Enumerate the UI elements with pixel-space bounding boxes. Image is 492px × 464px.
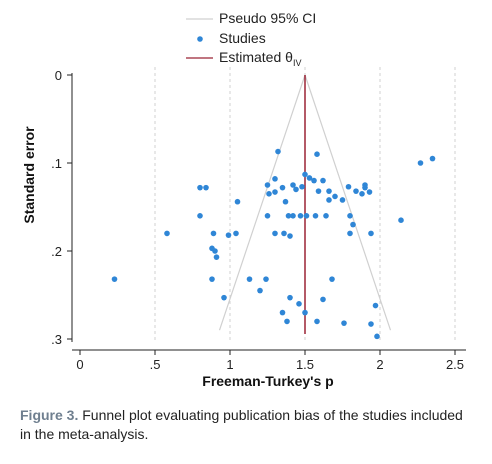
study-point — [368, 321, 374, 327]
study-point — [164, 230, 170, 237]
study-point — [287, 294, 293, 301]
study-point — [326, 188, 332, 194]
funnel-plot: 0 .1 .2 .3 0 .5 1 1.5 2 2.5 Pseudo 95% CI Studies… — [21, 10, 466, 389]
study-point — [197, 213, 203, 219]
study-point — [320, 296, 326, 303]
figure-caption: Figure 3. Funnel plot evaluating publica… — [20, 406, 476, 444]
study-point — [350, 221, 356, 228]
study-point — [279, 309, 286, 316]
study-point — [290, 182, 296, 188]
study-point — [429, 155, 436, 162]
study-point — [347, 213, 353, 219]
ci-left-line — [218, 74, 306, 331]
x-tick-label: 2.5 — [446, 357, 464, 372]
study-point — [264, 213, 271, 219]
study-point — [275, 148, 281, 155]
study-point — [297, 213, 304, 219]
study-point — [203, 184, 209, 191]
study-point — [366, 189, 373, 195]
study-point — [225, 232, 232, 238]
study-point — [282, 198, 289, 205]
study-point — [362, 182, 368, 188]
y-tick-label: 0 — [55, 68, 62, 83]
y-tick-label: .3 — [51, 332, 62, 347]
study-point — [272, 176, 278, 182]
legend-studies-swatch — [197, 36, 203, 42]
study-point — [359, 191, 365, 197]
study-point — [417, 160, 424, 166]
study-point — [306, 175, 313, 181]
legend: Pseudo 95% CI Studies Estimated θIV — [186, 10, 316, 68]
study-point — [213, 254, 220, 260]
study-point — [281, 230, 287, 237]
study-point — [197, 184, 203, 191]
study-point — [372, 302, 379, 309]
study-point — [293, 186, 299, 193]
study-point — [272, 189, 278, 195]
study-point — [341, 320, 347, 326]
study-points — [111, 148, 436, 340]
study-point — [296, 301, 302, 307]
x-tick-label: 1.5 — [296, 357, 314, 372]
y-axis-title: Standard error — [21, 126, 37, 224]
x-tick-label: 2 — [376, 357, 383, 372]
x-tick-label: 1 — [226, 357, 233, 372]
study-point — [234, 198, 241, 205]
figure-caption-label: Figure 3. — [20, 407, 79, 423]
study-point — [257, 287, 263, 294]
legend-estimate-subscript: IV — [293, 58, 302, 68]
study-point — [368, 230, 374, 237]
study-point — [264, 182, 271, 188]
study-point — [212, 248, 218, 254]
study-point — [374, 333, 380, 340]
y-tick-label: .2 — [51, 244, 62, 259]
figure-caption-text: Funnel plot evaluating publication bias … — [20, 407, 463, 442]
study-point — [312, 213, 319, 219]
study-point — [272, 230, 278, 237]
study-point — [323, 213, 329, 219]
study-point — [398, 217, 404, 223]
study-point — [284, 318, 290, 325]
legend-studies-label: Studies — [219, 30, 266, 46]
study-point — [209, 276, 215, 282]
study-point — [303, 213, 310, 219]
study-point — [311, 177, 317, 184]
study-point — [339, 197, 346, 203]
study-point — [266, 191, 272, 197]
study-point — [287, 233, 293, 239]
study-point — [320, 177, 326, 184]
study-point — [279, 184, 286, 191]
study-point — [345, 183, 352, 190]
legend-estimate-label: Estimated θIV — [219, 49, 301, 68]
x-tick-label: 0 — [76, 357, 83, 372]
study-point — [285, 213, 292, 219]
study-point — [332, 193, 338, 200]
study-point — [347, 230, 353, 237]
x-tick-label: .5 — [150, 357, 161, 372]
pseudo-ci-funnel — [218, 74, 392, 331]
study-point — [210, 230, 217, 237]
study-point — [315, 188, 322, 194]
legend-ci-label: Pseudo 95% CI — [219, 10, 316, 26]
study-point — [329, 276, 335, 282]
study-point — [326, 197, 332, 203]
study-point — [302, 171, 308, 178]
study-point — [314, 318, 320, 325]
ci-right-line — [304, 74, 392, 331]
study-point — [263, 276, 269, 282]
x-axis-title: Freeman-Turkey's p — [202, 373, 333, 389]
study-point — [221, 294, 227, 301]
study-point — [302, 309, 308, 316]
y-tick-label: .1 — [51, 156, 62, 171]
study-point — [233, 230, 239, 237]
study-point — [299, 183, 305, 190]
study-point — [314, 151, 320, 157]
study-point — [290, 213, 296, 219]
axes: 0 .1 .2 .3 0 .5 1 1.5 2 2.5 — [51, 68, 466, 372]
legend-estimate-main: Estimated θ — [219, 49, 293, 65]
study-point — [246, 276, 253, 282]
study-point — [111, 276, 118, 282]
study-point — [353, 188, 359, 194]
